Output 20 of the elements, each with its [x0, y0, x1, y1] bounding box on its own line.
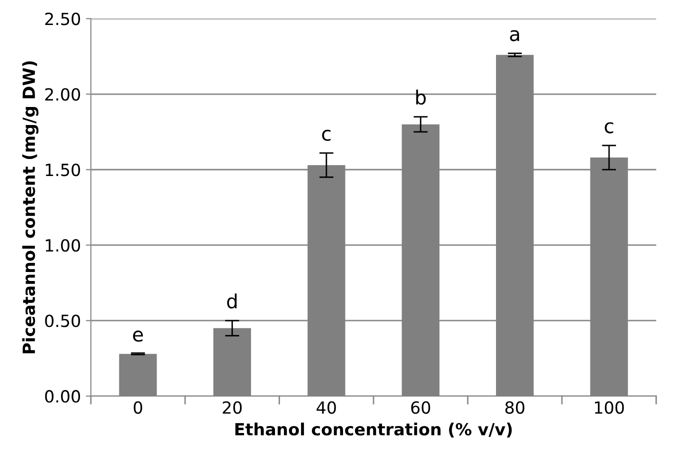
y-tick-label: 0.00 [45, 390, 80, 403]
y-tick-label: 2.50 [45, 12, 80, 26]
x-tick-label: 60 [411, 401, 430, 414]
annotation: b [416, 90, 426, 105]
x-tick-label: 0 [134, 401, 142, 414]
annotation: d [227, 293, 237, 309]
x-tick-label: 100 [594, 401, 624, 414]
x-tick-label: 20 [222, 401, 242, 414]
y-tick-label: 1.00 [46, 239, 80, 252]
annotation: c [604, 122, 614, 134]
y-axis-title: Piceatannol content (mg/g DW) [22, 61, 38, 354]
x-tick-label: 40 [316, 401, 336, 414]
x-axis-title: Ethanol concentration (% v/v) [235, 422, 512, 438]
y-tick-label: 1.50 [46, 164, 80, 176]
annotation: c [322, 130, 331, 141]
annotation: e [133, 330, 143, 342]
x-tick-label: 80 [505, 401, 524, 414]
annotation: a [510, 30, 520, 42]
y-tick-label: 2.00 [45, 88, 80, 101]
y-tick-label: 0.50 [45, 314, 80, 328]
